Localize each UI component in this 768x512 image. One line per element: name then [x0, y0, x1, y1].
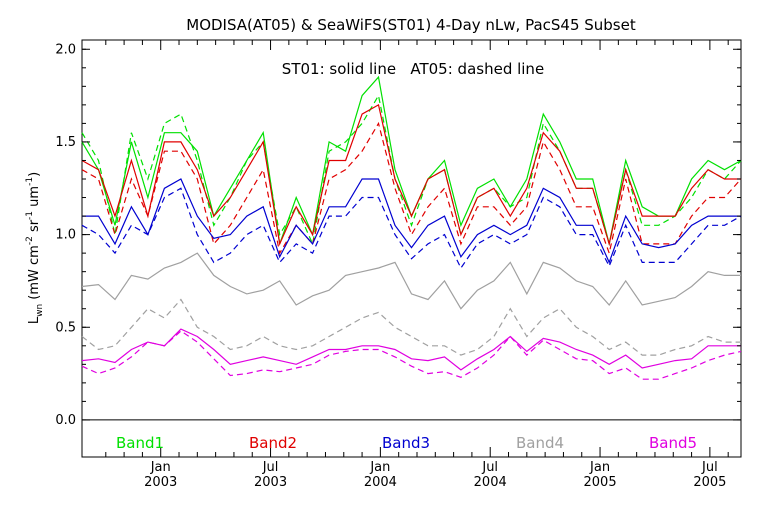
band2-dashed-line	[81, 121, 742, 256]
x-tick-label-month: Jan	[369, 460, 390, 475]
legend-label-band1: Band1	[116, 434, 164, 452]
legend-label-band3: Band3	[382, 434, 430, 452]
band3-solid-line	[82, 178, 741, 265]
x-tick-label-year: 2005	[693, 475, 726, 490]
y-tick-label: 2.0	[55, 42, 76, 57]
band1-dashed-line	[81, 93, 742, 247]
y-tick-label: 1.0	[55, 228, 76, 243]
x-tick-label-month: Jul	[481, 460, 498, 475]
axes: 0.00.51.01.52.0Jan2003Jul2003Jan2004Jul2…	[55, 40, 741, 490]
y-tick-label: 0.0	[55, 413, 76, 428]
band-legend: Band1 Band2 Band3 Band4 Band5	[116, 434, 697, 452]
band4-dashed-line	[81, 298, 741, 356]
band5-solid-line	[81, 328, 741, 371]
y-tick-label: 0.5	[55, 320, 76, 335]
x-tick-label-year: 2005	[584, 475, 617, 490]
plot-frame	[81, 39, 742, 458]
band3-dashed-line	[81, 187, 742, 270]
band5-dashed-line	[81, 330, 742, 380]
x-tick-label-year: 2004	[474, 475, 507, 490]
legend-label-band2: Band2	[249, 434, 297, 452]
band1-solid-line	[81, 75, 742, 245]
y-axis-label: Lwn (mW cm-2 sr-1 um-1)	[25, 172, 45, 324]
band4-solid-line	[81, 252, 741, 310]
series-lines	[81, 75, 742, 380]
x-tick-label-month: Jul	[701, 460, 718, 475]
y-tick-label: 1.5	[55, 135, 76, 150]
x-tick-label-month: Jul	[262, 460, 279, 475]
chart-annotation: ST01: solid line AT05: dashed line	[282, 60, 544, 78]
chart-title: MODISA(AT05) & SeaWiFS(ST01) 4-Day nLw, …	[186, 16, 636, 34]
legend-label-band4: Band4	[516, 434, 564, 452]
x-tick-label-month: Jan	[150, 460, 171, 475]
x-tick-label-year: 2003	[144, 475, 177, 490]
x-tick-label-year: 2004	[364, 475, 397, 490]
band2-solid-line	[81, 103, 741, 247]
x-tick-label-month: Jan	[589, 460, 610, 475]
x-tick-label-year: 2003	[254, 475, 287, 490]
legend-label-band5: Band5	[649, 434, 697, 452]
